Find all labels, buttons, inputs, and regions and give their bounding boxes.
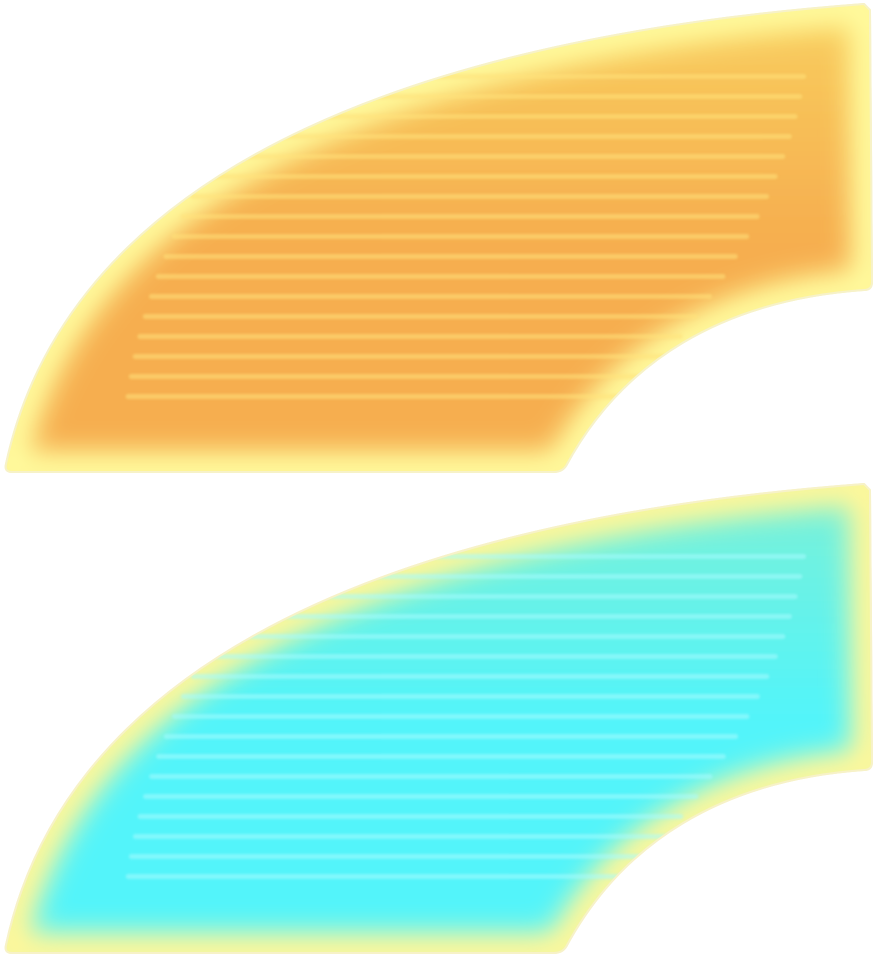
orange-arc-segment-border (4, 2, 874, 473)
cyan-arc-segment-stripe-10 (156, 754, 726, 759)
orange-arc-segment-stripe-12 (142, 314, 698, 319)
cyan-arc-segment-stripe-3 (224, 614, 793, 619)
orange-arc-segment-stripe-15 (128, 374, 650, 379)
cyan-arc-segment-stripe-14 (132, 834, 668, 839)
orange-arc-segment-stripe-0 (264, 74, 807, 79)
orange-arc-segment-stripe-5 (201, 174, 778, 179)
cyan-arc-segment-stripe-4 (212, 634, 786, 639)
orange-arc-segment-stripe-8 (171, 234, 750, 239)
orange-arc-segment-stripe-1 (250, 94, 803, 99)
orange-arc-segment-stripe-13 (137, 334, 683, 339)
cyan-arc-segment-stripe-0 (264, 554, 807, 559)
orange-arc-segment (4, 2, 874, 473)
cyan-arc-segment-stripe-8 (171, 714, 750, 719)
cyan-arc-segment-stripe-13 (137, 814, 684, 819)
orange-arc-segment-stripe-6 (190, 194, 770, 199)
cyan-arc-segment-stripe-9 (163, 734, 739, 739)
cyan-arc-segment-stripe-7 (180, 694, 760, 699)
orange-arc-segment-stripe-10 (155, 274, 726, 279)
orange-arc-segment-stripe-14 (132, 354, 667, 359)
orange-arc-segment-stripe-2 (237, 114, 798, 119)
orange-arc-segment-stripe-16 (125, 394, 632, 399)
cyan-arc-segment-stripe-2 (237, 594, 798, 599)
cyan-arc-segment-stripe-11 (149, 774, 713, 779)
cyan-arc-segment-stripe-6 (190, 674, 770, 679)
orange-arc-segment-stripe-9 (163, 254, 738, 259)
cyan-arc-segment (4, 482, 874, 954)
orange-arc-segment-stripe-3 (224, 134, 792, 139)
cyan-arc-segment-border (4, 482, 874, 954)
cyan-arc-segment-stripe-15 (128, 854, 651, 859)
cyan-arc-segment-stripe-1 (250, 574, 803, 579)
cyan-arc-segment-stripe-5 (201, 654, 778, 659)
orange-arc-segment-stripe-11 (148, 294, 713, 299)
cyan-arc-segment-stripe-12 (142, 794, 699, 799)
orange-arc-segment-stripe-7 (180, 214, 760, 219)
cyan-arc-segment-stripe-16 (125, 874, 633, 879)
orange-arc-segment-stripe-4 (212, 154, 786, 159)
